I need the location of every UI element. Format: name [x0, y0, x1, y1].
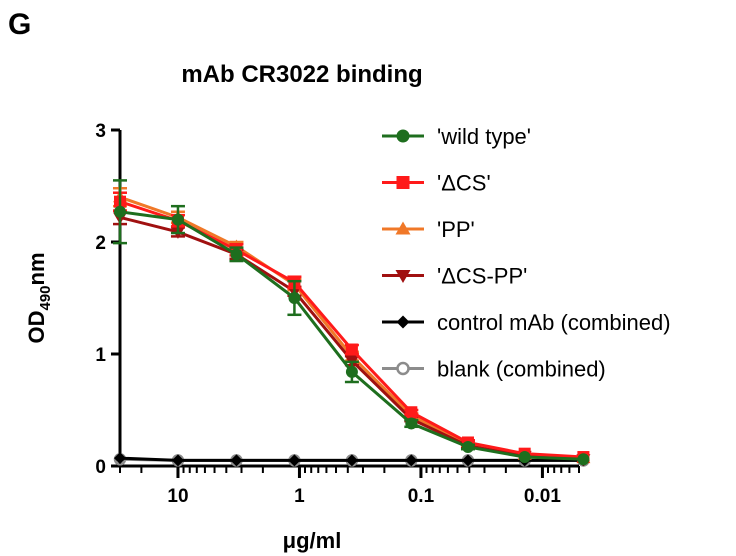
- series-0-point-2: [230, 248, 243, 261]
- series-4-point-0: [114, 452, 126, 465]
- series-0-point-1: [171, 213, 184, 226]
- x-tick-label-3: 0.01: [524, 486, 561, 507]
- y-label-subscript: 490: [37, 285, 54, 310]
- y-tick-label-3: 3: [95, 121, 106, 142]
- legend-item-2: 'PP': [382, 217, 475, 242]
- y-label-base: OD: [24, 311, 49, 344]
- series-4-point-1: [171, 454, 184, 467]
- chart-title: mAb CR3022 binding: [181, 61, 422, 88]
- series-0-point-5: [405, 417, 418, 430]
- y-axis-label: OD490nm: [24, 252, 54, 343]
- legend-marker-4: [396, 315, 410, 329]
- series-0-point-3: [288, 292, 301, 304]
- y-label-suffix: nm: [24, 252, 49, 285]
- series-4-point-5: [405, 454, 418, 467]
- series-4-point-3: [288, 454, 301, 467]
- series-1-point-5: [405, 406, 418, 419]
- x-tick-label-2: 0.1: [408, 486, 435, 507]
- legend-label-2: 'PP': [437, 217, 475, 242]
- legend: 'wild type' 'ΔCS' 'PP' 'ΔCS-PP' control mAb …: [382, 124, 671, 382]
- legend-label-5: blank (combined): [437, 357, 606, 382]
- series-0-line: [119, 210, 584, 461]
- legend-marker-5: [396, 361, 410, 376]
- y-tick-label-2: 2: [95, 233, 106, 254]
- legend-item-3: 'ΔCS-PP': [382, 264, 527, 289]
- legend-label-0: 'wild type': [437, 124, 531, 149]
- series-4-point-4: [345, 454, 358, 467]
- legend-marker-2: [395, 221, 411, 235]
- series-0: [113, 179, 590, 466]
- legend-item-5: blank (combined): [382, 357, 606, 382]
- series-0-point-0: [114, 205, 126, 218]
- series-0-point-8: [577, 453, 590, 466]
- legend-label-4: control mAb (combined): [437, 310, 671, 335]
- x-tick-label-1: 1: [294, 486, 305, 507]
- series-0-point-6: [461, 440, 474, 453]
- legend-marker-1: [396, 176, 410, 189]
- y-tick-label-0: 0: [95, 457, 106, 478]
- series-3-line: [119, 215, 584, 461]
- series-0-point-7: [518, 451, 531, 464]
- series-4-point-2: [230, 454, 243, 467]
- legend-item-0: 'wild type': [382, 124, 531, 149]
- plot-area: [113, 179, 591, 467]
- panel-letter: G: [8, 8, 31, 41]
- series-3: [113, 209, 591, 467]
- legend-item-1: 'ΔCS': [382, 171, 491, 196]
- y-tick-label-1: 1: [95, 345, 106, 366]
- x-tick-label-0: 10: [167, 486, 188, 507]
- series-1-point-4: [345, 343, 358, 356]
- legend-item-4: control mAb (combined): [382, 310, 671, 335]
- axes: 0 1 2 3 10 1 0.1 0.01: [95, 121, 580, 507]
- legend-label-3: 'ΔCS-PP': [437, 264, 527, 289]
- x-axis-label: μg/ml: [283, 528, 342, 553]
- series-0-point-4: [345, 365, 358, 378]
- legend-marker-0: [396, 129, 410, 143]
- legend-label-1: 'ΔCS': [437, 171, 491, 196]
- series-4-point-6: [461, 454, 474, 467]
- legend-marker-3: [395, 270, 411, 283]
